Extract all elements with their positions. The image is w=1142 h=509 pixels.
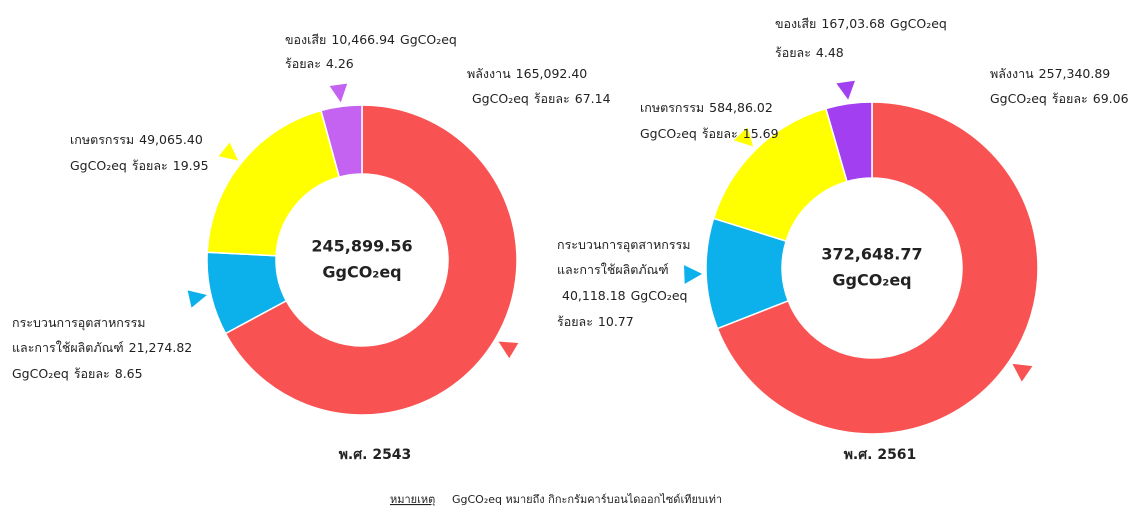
pointer [836,80,855,100]
pointer [187,290,207,308]
label-part: GgCO₂eq [890,16,947,31]
center-total: 245,899.56 [311,237,412,256]
label-part: 4.26 [326,56,354,71]
chart-title: พ.ศ. 2561 [844,447,917,463]
slice-label: GgCO₂eq ร้อยละ 19.95 [70,158,209,173]
label-part: GgCO₂eq [472,91,529,106]
label-part: ร้อยละ [132,158,168,173]
label-part: 165,092.40 [516,66,588,81]
slice-label: GgCO₂eq ร้อยละ 15.69 [640,126,779,141]
label-part: 21,274.82 [129,340,193,355]
donut-slice [716,101,1039,435]
label-part: 8.65 [115,366,143,381]
pointer [684,265,703,284]
label-part: และการใช้ผลิตภัณฑ์ [557,262,669,277]
label-part: 15.69 [743,126,779,141]
donut-slice [824,101,873,183]
slice-label: ของเสีย 10,466.94 GgCO₂eq [285,32,457,47]
center-unit: GgCO₂eq [832,271,911,290]
pointer [498,341,519,359]
slice-label: ร้อยละ 4.48 [775,45,844,60]
slice-label: พลังงาน 257,340.89 [990,66,1110,81]
label-part: 40,118.18 [562,288,626,303]
slice-label: 40,118.18 GgCO₂eq [562,288,687,303]
pointer [218,142,239,161]
slice-label: ร้อยละ 4.26 [285,56,354,71]
slice-label: ร้อยละ 10.77 [557,314,634,329]
footnote-label: หมายเหตุ [390,493,435,506]
label-part: เกษตรกรรม [70,132,134,147]
label-part: 584,86.02 [709,100,773,115]
center-total: 372,648.77 [821,245,922,264]
label-part: GgCO₂eq [631,288,688,303]
label-part: ร้อยละ [775,45,811,60]
label-part: 4.48 [816,45,844,60]
slice-label: กระบวนการอุตสาหกรรม [557,237,691,253]
donut-slice [320,104,363,178]
center-unit: GgCO₂eq [322,263,401,282]
label-part: 257,340.89 [1039,66,1111,81]
label-part: กระบวนการอุตสาหกรรม [12,315,146,331]
slice-label: GgCO₂eq ร้อยละ 8.65 [12,366,143,381]
label-part: GgCO₂eq [70,158,127,173]
label-part: ของเสีย [775,16,816,31]
slice-label: เกษตรกรรม 584,86.02 [640,100,773,115]
label-part: พลังงาน [990,66,1034,81]
pointer [1012,363,1033,382]
label-part: 69.06 [1093,91,1129,106]
label-part: และการใช้ผลิตภัณฑ์ [12,340,124,355]
slice-label: และการใช้ผลิตภัณฑ์ 21,274.82 [12,340,192,355]
slice-label: และการใช้ผลิตภัณฑ์ [557,262,669,277]
footnote-text: GgCO₂eq หมายถึง กิกะกรัมคาร์บอนไดออกไซด์… [452,493,722,506]
pointer [329,83,348,103]
label-part: 10,466.94 [331,32,395,47]
chart-title: พ.ศ. 2543 [339,447,412,463]
pointer [733,127,754,147]
label-part: กระบวนการอุตสาหกรรม [557,237,691,253]
label-part: ร้อยละ [534,91,570,106]
label-part: 19.95 [173,158,209,173]
label-part: GgCO₂eq [12,366,69,381]
label-part: GgCO₂eq [990,91,1047,106]
label-part: เกษตรกรรม [640,100,704,115]
slice-label: เกษตรกรรม 49,065.40 [70,132,203,147]
donut-slice [224,104,518,416]
label-part: 67.14 [575,91,611,106]
slice-label: GgCO₂eq ร้อยละ 69.06 [990,91,1129,106]
slice-label: GgCO₂eq ร้อยละ 67.14 [472,91,611,106]
donut-slice [206,109,341,257]
label-part: GgCO₂eq [400,32,457,47]
label-part: 167,03.68 [821,16,885,31]
label-part: พลังงาน [467,66,511,81]
label-part: 49,065.40 [139,132,203,147]
label-part: ร้อยละ [702,126,738,141]
label-part: ร้อยละ [557,314,593,329]
label-part: 10.77 [598,314,634,329]
slice-label: พลังงาน 165,092.40 [467,66,587,81]
label-part: GgCO₂eq [640,126,697,141]
label-part: ของเสีย [285,32,326,47]
label-part: ร้อยละ [74,366,110,381]
slice-label: กระบวนการอุตสาหกรรม [12,315,146,331]
label-part: ร้อยละ [1052,91,1088,106]
slice-label: ของเสีย 167,03.68 GgCO₂eq [775,16,947,31]
label-part: ร้อยละ [285,56,321,71]
